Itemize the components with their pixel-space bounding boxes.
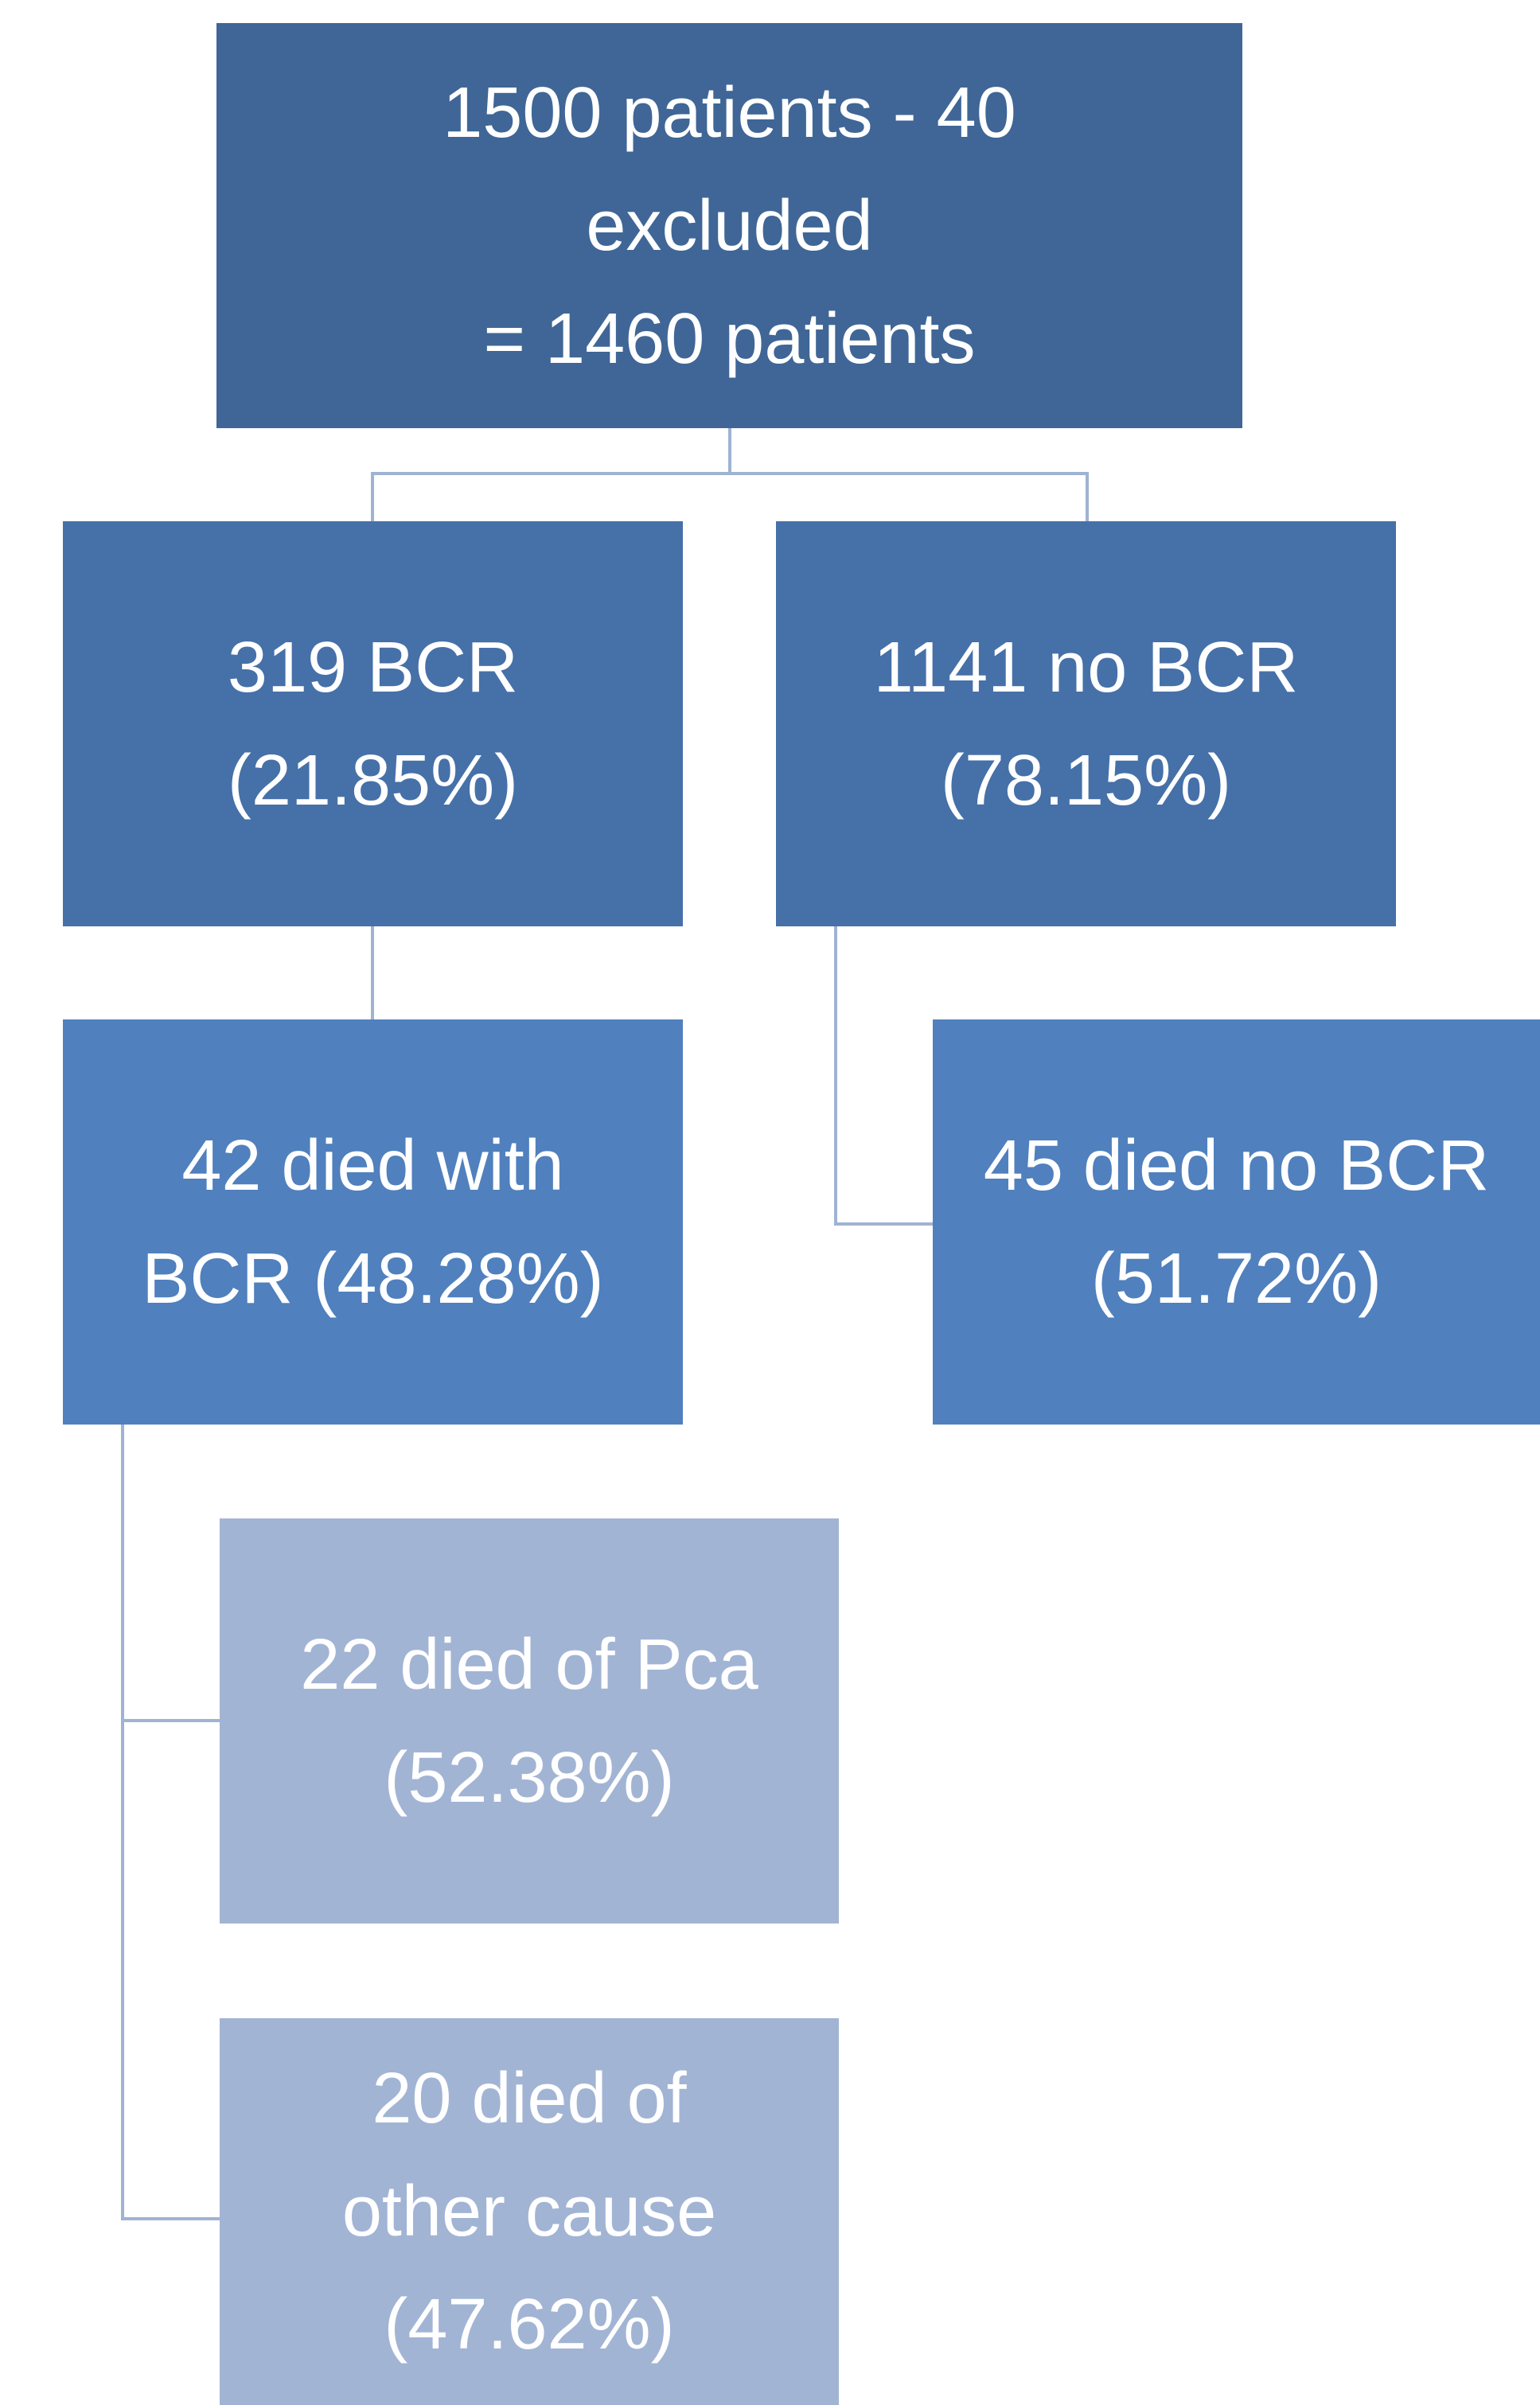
- node-text: 20 died of: [372, 2059, 687, 2138]
- node-text: 42 died with: [181, 1125, 564, 1206]
- node-text: (52.38%): [384, 1737, 675, 1818]
- node-text: 45 died no BCR: [983, 1125, 1490, 1206]
- node-text: 319 BCR: [227, 627, 519, 707]
- node-died-other: 20 died of other cause (47.62%): [220, 2018, 839, 2405]
- node-died-bcr: 42 died with BCR (48.28%): [63, 1019, 683, 1425]
- connector: [371, 472, 1089, 521]
- node-text: (78.15%): [940, 740, 1232, 821]
- node-no-bcr: 1141 no BCR (78.15%): [776, 521, 1396, 926]
- node-text: (51.72%): [1090, 1238, 1382, 1319]
- node-text: excluded: [586, 185, 873, 266]
- node-text: = 1460 patients: [483, 298, 976, 379]
- node-bcr: 319 BCR (21.85%): [63, 521, 683, 926]
- node-died-no-bcr: 45 died no BCR (51.72%): [933, 1019, 1540, 1425]
- node-text: (47.62%): [384, 2285, 675, 2364]
- node-text: BCR (48.28%): [142, 1238, 604, 1319]
- node-text: other cause: [341, 2172, 717, 2251]
- node-text: 1141 no BCR: [873, 627, 1299, 707]
- node-text: 1500 patients - 40: [443, 72, 1016, 153]
- node-text: 22 died of Pca: [300, 1624, 758, 1705]
- node-died-pca: 22 died of Pca (52.38%): [220, 1518, 839, 1924]
- node-total: 1500 patients - 40 excluded = 1460 patie…: [216, 23, 1242, 428]
- connector: [121, 1425, 220, 2220]
- node-text: (21.85%): [227, 740, 519, 821]
- connector: [834, 926, 933, 1226]
